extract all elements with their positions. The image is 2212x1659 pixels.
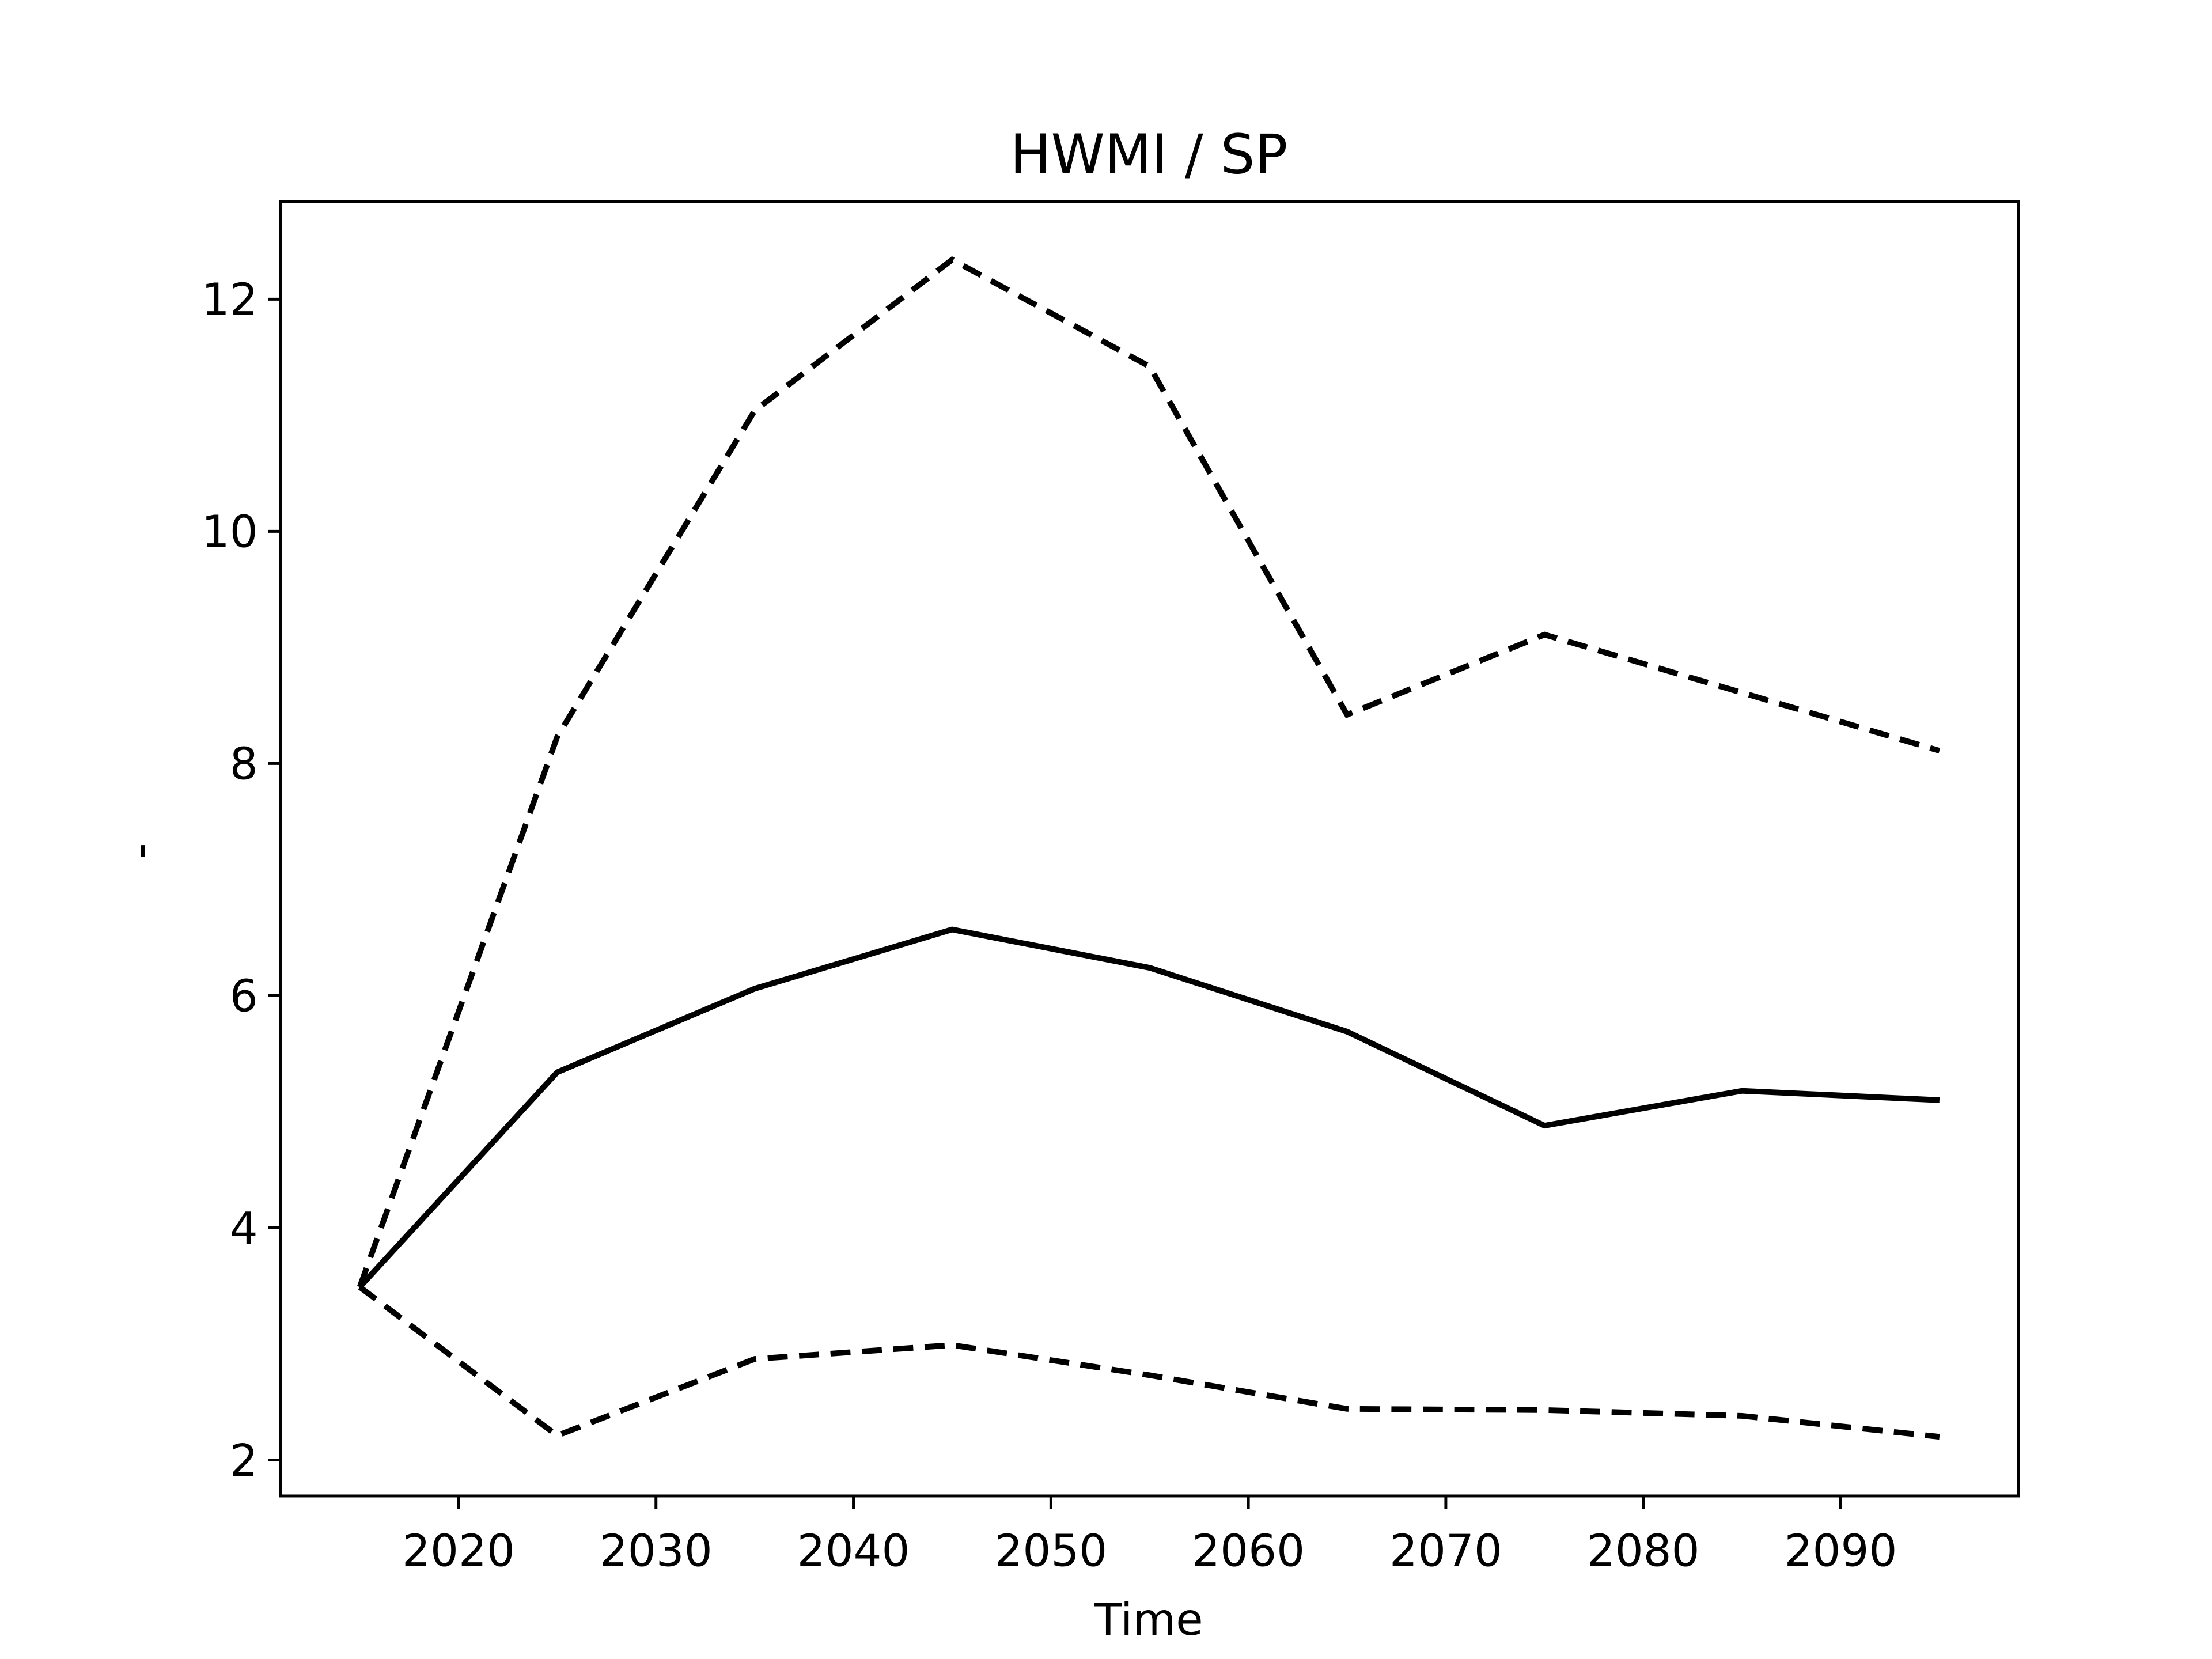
series-line (358, 1285, 1940, 1440)
x-tick-label: 2070 (1389, 1526, 1502, 1577)
x-tick-label: 2040 (797, 1526, 910, 1577)
x-axis-label: Time (1094, 1594, 1203, 1646)
x-tick-label: 2050 (994, 1526, 1107, 1577)
x-tick-label: 2090 (1785, 1526, 1897, 1577)
x-tick-label: 2080 (1587, 1526, 1700, 1577)
x-tick-label: 2020 (402, 1526, 515, 1577)
x-tick-label: 2060 (1192, 1526, 1305, 1577)
y-tick-label: 2 (230, 1435, 258, 1487)
x-tick-label: 2030 (600, 1526, 713, 1577)
y-axis-label: - (115, 843, 166, 859)
y-tick-label: 4 (230, 1203, 258, 1255)
y-tick-label: 12 (202, 275, 258, 326)
y-tick-label: 8 (230, 739, 258, 790)
plot-frame (279, 200, 2020, 1498)
y-tick-label: 6 (230, 971, 258, 1022)
series-line (357, 256, 1941, 1288)
y-tick-label: 10 (202, 507, 258, 558)
chart-title: HWMI / SP (1010, 123, 1288, 186)
series-line (357, 926, 1940, 1289)
